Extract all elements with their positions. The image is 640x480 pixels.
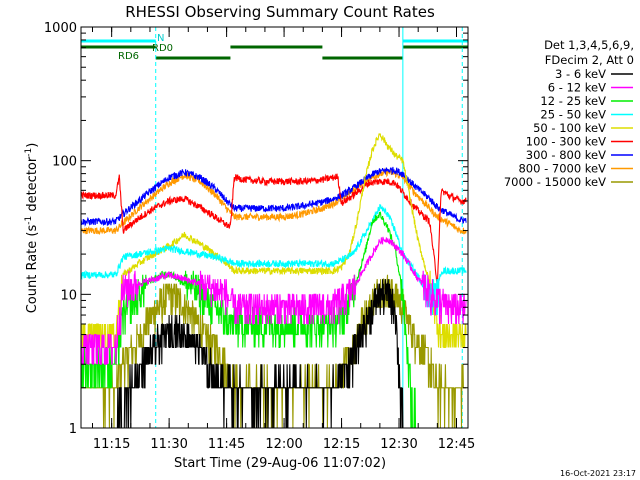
legend-label: 7000 - 15000 keV bbox=[504, 175, 606, 189]
legend-label: 50 - 100 keV bbox=[533, 121, 606, 135]
event-lines bbox=[155, 27, 463, 428]
x-tick-label: 12:00 bbox=[265, 437, 302, 452]
legend-header: FDecim 2, Att 0 bbox=[545, 53, 634, 67]
legend: Det 1,3,4,5,6,9,FDecim 2, Att 03 - 6 keV… bbox=[504, 38, 634, 189]
series-line-800-7000-kev bbox=[80, 167, 467, 236]
legend-header: Det 1,3,4,5,6,9, bbox=[544, 38, 634, 52]
series-line-12-25-kev bbox=[80, 211, 467, 429]
y-tick-label: 1000 bbox=[44, 21, 77, 36]
y-tick-label: 100 bbox=[52, 155, 77, 170]
x-tick-label: 12:30 bbox=[380, 437, 417, 452]
axes: 1 10 100 1000 11:15 11:30 11:45 12:00 12:15 12:30… bbox=[44, 21, 475, 452]
x-tick-label: 12:15 bbox=[323, 437, 360, 452]
series-line-50-100-kev bbox=[80, 133, 467, 349]
legend-label: 6 - 12 keV bbox=[548, 81, 606, 95]
flag-label-n: N bbox=[157, 33, 164, 44]
legend-label: 3 - 6 keV bbox=[555, 67, 606, 81]
series-lines bbox=[80, 133, 467, 429]
plot-frame bbox=[80, 26, 469, 429]
x-tick-label: 11:30 bbox=[150, 437, 187, 452]
y-axis-label: Count Rate (s-1 detector-1) bbox=[24, 143, 40, 314]
x-tick-label: 11:45 bbox=[208, 437, 245, 452]
x-tick-label: 11:15 bbox=[93, 437, 130, 452]
flag-label-rd6: RD6 bbox=[118, 51, 139, 62]
series-line-300-800-kev bbox=[80, 166, 467, 227]
legend-label: 100 - 300 keV bbox=[526, 135, 606, 149]
legend-label: 12 - 25 keV bbox=[540, 94, 606, 108]
chart-title: RHESSI Observing Summary Count Rates bbox=[125, 3, 435, 21]
y-tick-label: 1 bbox=[69, 422, 77, 437]
series-line-3-6-kev bbox=[81, 279, 467, 429]
legend-label: 25 - 50 keV bbox=[540, 108, 606, 122]
series-line-6-12-kev bbox=[80, 236, 467, 365]
flag-label-rd0: RD0 bbox=[152, 43, 173, 54]
legend-label: 800 - 7000 keV bbox=[518, 162, 606, 176]
x-axis-label: Start Time (29-Aug-06 11:07:02) bbox=[174, 456, 386, 471]
legend-label: 300 - 800 keV bbox=[526, 148, 606, 162]
x-tick-label: 12:45 bbox=[438, 437, 475, 452]
timestamp: 16-Oct-2021 23:17 bbox=[560, 469, 636, 478]
series-line-100-300-kev bbox=[80, 173, 467, 284]
y-tick-label: 10 bbox=[60, 288, 77, 303]
